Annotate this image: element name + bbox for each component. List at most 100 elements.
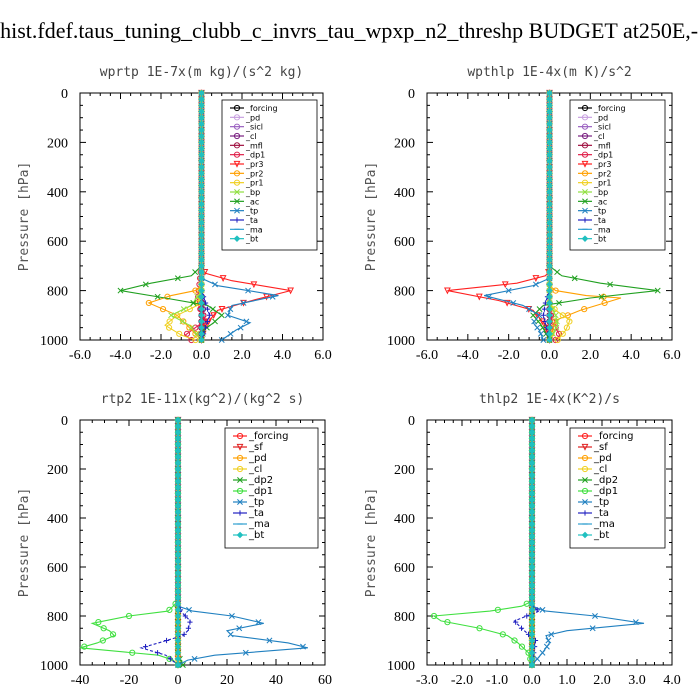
data-point — [218, 306, 226, 313]
data-point — [174, 637, 182, 644]
legend-marker — [234, 189, 240, 195]
legend-marker — [236, 487, 244, 495]
data-point — [209, 306, 216, 313]
legend-marker — [236, 454, 244, 462]
legend-label: _bp — [245, 188, 260, 197]
legend-marker — [581, 465, 589, 473]
x-tick-label: -2.0 — [451, 673, 473, 688]
data-point — [198, 262, 205, 270]
x-tick-label: -4.0 — [457, 348, 479, 363]
data-point — [554, 336, 561, 344]
data-point — [174, 526, 182, 534]
x-tick-label: 2.0 — [582, 348, 600, 363]
data-point — [528, 569, 536, 577]
y-tick-label: 1000 — [387, 659, 415, 674]
data-point — [546, 89, 553, 97]
legend-marker — [233, 132, 241, 140]
series-line — [432, 420, 533, 666]
data-point — [534, 655, 541, 662]
data-point — [546, 182, 553, 189]
data-point — [81, 643, 88, 650]
data-point — [546, 293, 553, 301]
series-bt — [528, 416, 536, 669]
x-tick-label: -6.0 — [416, 348, 438, 363]
data-point — [145, 299, 152, 307]
legend-marker — [581, 487, 589, 495]
legend: _forcing_pd_sicl_cl_mfl_dp1_pr3_pr2_pr1_… — [221, 99, 318, 251]
legend-label: _dp1 — [248, 486, 273, 497]
data-point — [187, 619, 193, 625]
y-axis-label: Pressure [hPa] — [17, 162, 32, 272]
legend-marker — [582, 189, 588, 195]
data-point — [198, 330, 205, 338]
x-tick-label: 0.0 — [541, 348, 559, 363]
legend-label: _bt — [593, 235, 606, 244]
data-point — [198, 305, 205, 313]
data-point — [190, 299, 197, 306]
legend-label: _pr2 — [245, 169, 263, 178]
legend-label: _pr1 — [245, 179, 263, 188]
data-point — [174, 459, 182, 467]
y-tick-label: 1000 — [40, 659, 68, 674]
data-point — [494, 606, 501, 613]
data-point — [559, 312, 566, 319]
data-point — [545, 637, 552, 644]
data-point — [266, 637, 273, 644]
legend-marker — [582, 477, 588, 483]
data-point — [191, 655, 198, 662]
data-point — [174, 477, 182, 485]
data-point — [524, 613, 530, 619]
data-point — [236, 625, 243, 632]
data-point — [181, 631, 187, 637]
data-point — [528, 422, 536, 430]
data-point — [546, 250, 553, 257]
data-point — [499, 631, 506, 638]
data-point — [166, 324, 173, 331]
x-tick-label: 20 — [220, 673, 234, 688]
x-tick-label: -1.0 — [486, 673, 508, 688]
data-point — [198, 139, 205, 146]
y-tick-label: 400 — [394, 512, 415, 527]
data-point — [174, 496, 182, 503]
legend-label: _dp2 — [248, 475, 273, 486]
data-point — [198, 207, 205, 214]
legend-marker — [581, 142, 589, 149]
legend-label: _sicl — [245, 123, 263, 132]
data-point — [546, 231, 553, 239]
panel-title: rtp2 1E-11x(kg^2)/(kg^2 s) — [101, 392, 305, 407]
legend-marker — [582, 510, 588, 516]
data-point — [546, 244, 553, 251]
y-axis-label: Pressure [hPa] — [364, 488, 379, 598]
data-point — [192, 269, 199, 276]
data-point — [543, 643, 550, 650]
data-point — [528, 539, 536, 546]
data-point — [192, 330, 199, 337]
data-point — [546, 281, 553, 288]
y-tick-label: 200 — [394, 136, 415, 151]
data-point — [546, 200, 553, 208]
data-point — [556, 299, 562, 306]
legend-label: _bt — [245, 235, 258, 244]
legend-marker — [237, 510, 243, 516]
data-point — [528, 459, 536, 467]
legend-marker — [581, 151, 589, 158]
data-point — [528, 563, 536, 571]
data-point — [174, 606, 182, 614]
data-point — [180, 306, 187, 313]
legend-marker — [233, 235, 241, 242]
legend-marker — [581, 160, 589, 168]
data-point — [553, 324, 560, 331]
data-point — [546, 318, 553, 325]
legend-label: _pd — [593, 113, 608, 122]
legend-marker — [581, 235, 589, 242]
data-point — [546, 163, 553, 171]
data-point — [174, 551, 182, 559]
data-point — [476, 625, 483, 632]
data-point — [528, 526, 536, 534]
data-point — [227, 631, 234, 638]
data-point — [198, 256, 205, 264]
data-point — [183, 330, 191, 337]
data-point — [530, 312, 537, 319]
data-point — [546, 194, 553, 202]
y-tick-label: 800 — [47, 610, 68, 625]
